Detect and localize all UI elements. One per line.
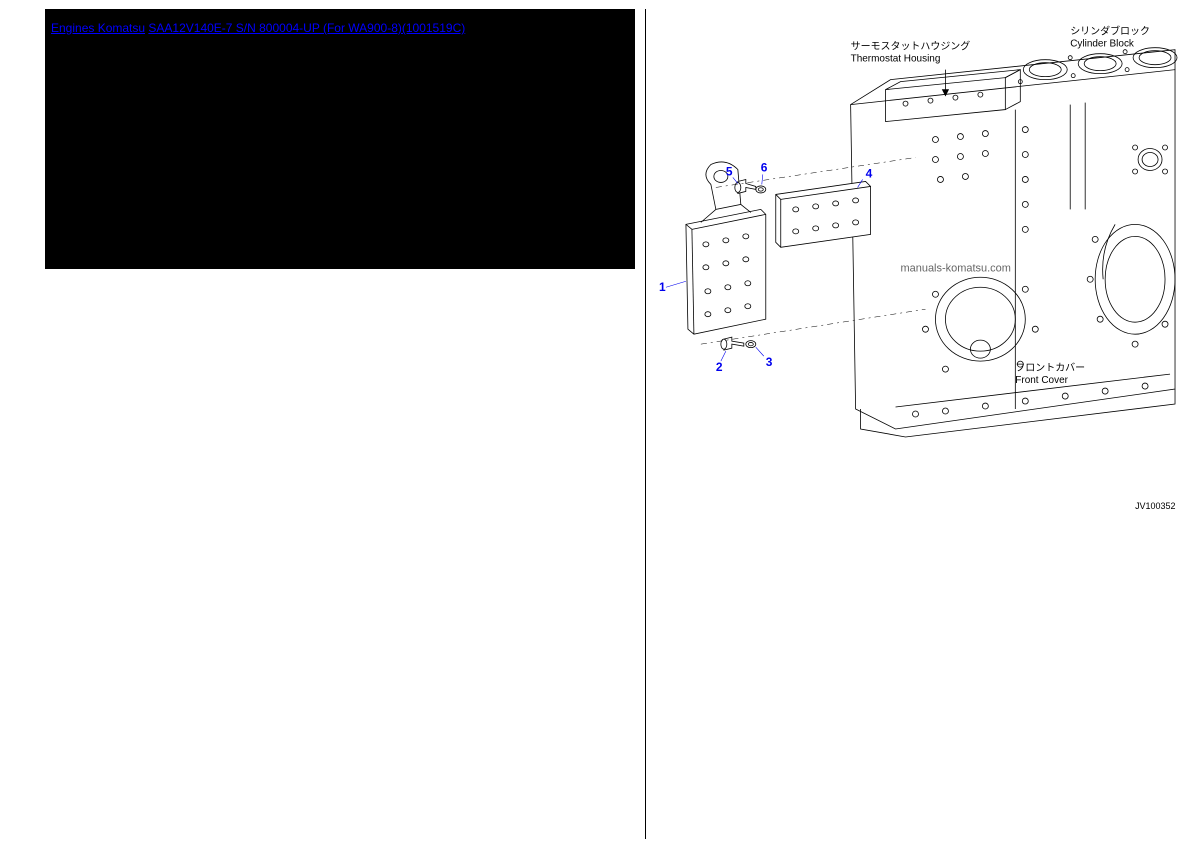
callout-6: 6 <box>761 160 768 174</box>
parts-diagram-svg: 1 2 3 4 5 6 シリンダブロック Cylinder Block サーモス… <box>646 9 1185 839</box>
label-thermostat-en: Thermostat Housing <box>851 54 941 65</box>
callout-2: 2 <box>716 360 723 374</box>
watermark: manuals-komatsu.com <box>901 262 1011 274</box>
info-panel: Engines Komatsu SAA12V140E-7 S/N 800004-… <box>45 9 635 269</box>
callout-1: 1 <box>659 280 666 294</box>
breadcrumb-engines-link[interactable]: Engines Komatsu <box>51 21 145 35</box>
diagram-code: JV100352 <box>1135 501 1175 511</box>
label-cylinder-block-jp: シリンダブロック <box>1070 25 1150 38</box>
label-cylinder-block-en: Cylinder Block <box>1070 39 1134 50</box>
callout-5: 5 <box>726 164 733 178</box>
callout-4: 4 <box>866 166 873 180</box>
breadcrumb-model-link[interactable]: SAA12V140E-7 S/N 800004-UP (For WA900-8)… <box>148 21 465 35</box>
callout-3: 3 <box>766 355 773 369</box>
exploded-diagram: 1 2 3 4 5 6 シリンダブロック Cylinder Block サーモス… <box>645 9 1185 839</box>
label-thermostat-jp: サーモスタットハウジング <box>851 40 971 53</box>
label-front-cover-jp: フロントカバー <box>1015 362 1085 374</box>
label-front-cover-en: Front Cover <box>1015 375 1068 386</box>
breadcrumb: Engines Komatsu SAA12V140E-7 S/N 800004-… <box>51 21 465 35</box>
